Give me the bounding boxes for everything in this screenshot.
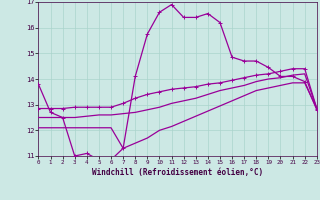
X-axis label: Windchill (Refroidissement éolien,°C): Windchill (Refroidissement éolien,°C) bbox=[92, 168, 263, 177]
